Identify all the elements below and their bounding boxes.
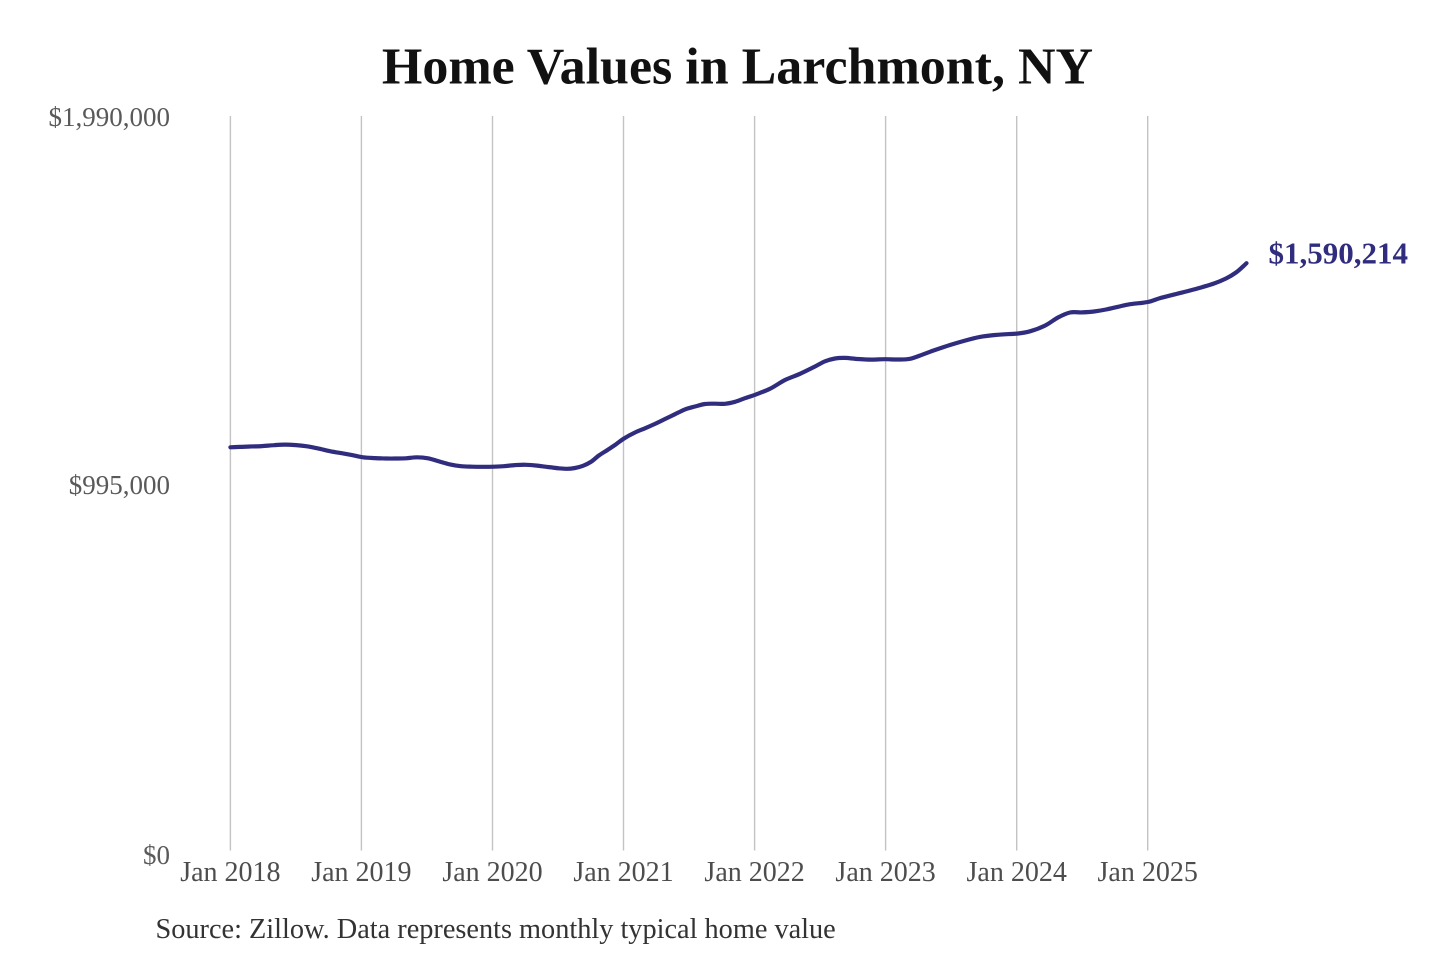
svg-text:Home Values in Larchmont, NY: Home Values in Larchmont, NY	[382, 39, 1093, 96]
svg-text:Jan 2025: Jan 2025	[1098, 857, 1198, 888]
svg-text:Source: Zillow. Data represent: Source: Zillow. Data represents monthly …	[156, 914, 836, 945]
svg-text:$995,000: $995,000	[69, 470, 170, 500]
svg-text:Jan 2021: Jan 2021	[573, 857, 673, 888]
svg-text:Jan 2020: Jan 2020	[442, 857, 542, 888]
svg-text:Jan 2018: Jan 2018	[180, 857, 280, 888]
svg-text:$1,590,214: $1,590,214	[1269, 236, 1409, 271]
svg-text:Jan 2019: Jan 2019	[311, 857, 411, 888]
svg-text:Jan 2022: Jan 2022	[704, 857, 804, 888]
svg-text:Jan 2023: Jan 2023	[835, 857, 935, 888]
svg-text:$0: $0	[143, 840, 170, 870]
svg-text:Jan 2024: Jan 2024	[967, 857, 1067, 888]
svg-text:$1,990,000: $1,990,000	[49, 102, 171, 132]
